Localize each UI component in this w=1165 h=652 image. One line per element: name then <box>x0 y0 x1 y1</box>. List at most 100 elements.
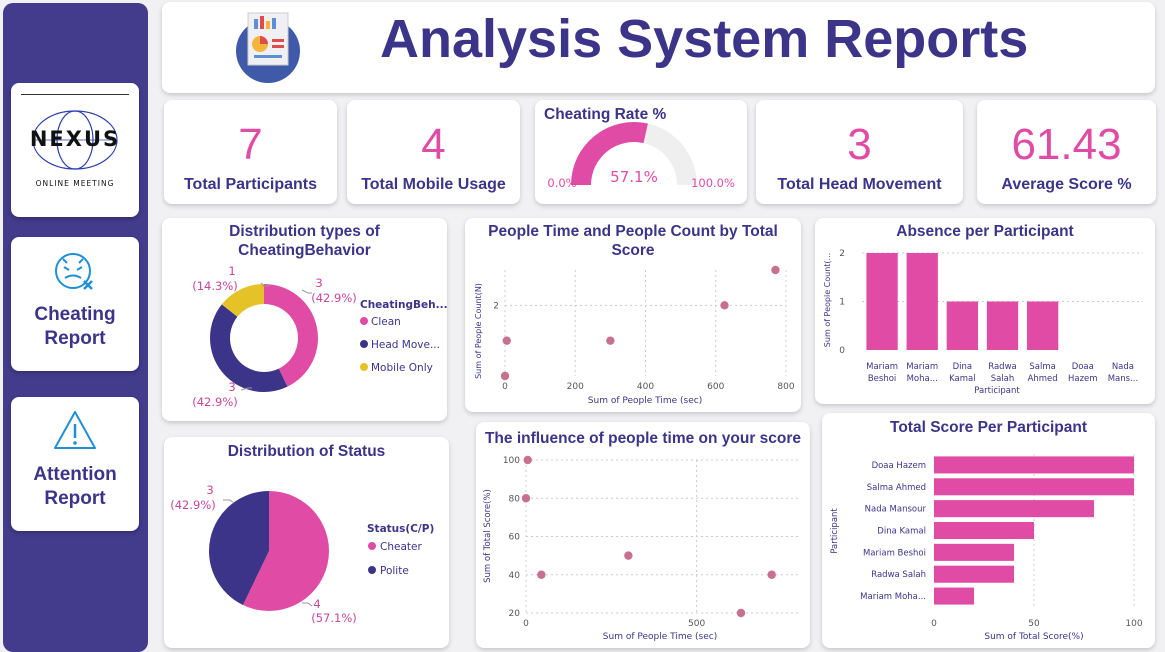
scatter-point <box>537 570 546 579</box>
kpi-value: 7 <box>238 120 263 169</box>
gauge-min-label: 0.0% <box>547 176 576 190</box>
scatter-point <box>720 301 729 310</box>
kpi-label: Total Participants <box>183 176 318 193</box>
gauge-title: Cheating Rate % <box>544 106 667 123</box>
scatter-point <box>624 551 633 560</box>
header: Analysis System Reports <box>162 2 1155 93</box>
x-tick-label: Nada <box>1112 362 1134 372</box>
bar <box>946 301 979 350</box>
logo-word: NEXUS <box>29 127 121 151</box>
bar <box>934 521 1034 540</box>
total-score-bar-chart: Total Score Per Participant Sum of Total… <box>822 413 1155 648</box>
y-tick-label: 40 <box>509 571 521 581</box>
slice-pct: (42.9%) <box>170 498 216 512</box>
chart-title-line-2: Score <box>611 242 655 259</box>
slice-label: 4 <box>313 597 320 611</box>
slice-cheater <box>242 491 329 611</box>
bar <box>1026 301 1059 350</box>
time-count-scatter-chart: People Time and People Count by Total Sc… <box>465 218 801 412</box>
kpi-value: 3 <box>847 120 872 169</box>
y-tick-label: 0 <box>839 346 845 356</box>
x-tick-label: 600 <box>707 382 724 392</box>
x-tick-label: 500 <box>688 619 705 629</box>
y-tick-label: Dina Kamal <box>877 527 926 537</box>
report-document-icon <box>236 12 300 83</box>
legend-title: Status(C/P) <box>367 523 434 535</box>
logo-subtitle: ONLINE MEETING <box>35 179 115 188</box>
scatter-point <box>502 336 511 345</box>
x-tick-label: Hazem <box>1068 374 1098 384</box>
x-tick-label: Beshoi <box>868 374 896 384</box>
bar <box>934 500 1094 518</box>
kpi-average-score: 61.43 Average Score % <box>977 100 1156 204</box>
x-tick-label: Mariam <box>906 362 938 372</box>
scatter-plot: Sum of People Time (sec) Sum of People C… <box>474 265 795 406</box>
leader-line <box>302 602 313 607</box>
scatter-plot: Sum of People Time (sec) Sum of Total Sc… <box>483 455 799 642</box>
x-tick-label: Salma <box>1029 362 1055 372</box>
chart-title-line-2: CheatingBehavior <box>238 242 371 259</box>
kpi-value: 61.43 <box>1011 120 1122 169</box>
nav-attention-label-1: Attention <box>33 464 117 485</box>
x-tick-label: Mariam <box>866 362 898 372</box>
chart-title: The influence of people time on your sco… <box>484 430 802 447</box>
legend-title: CheatingBeh... <box>360 299 447 311</box>
y-tick-label: Nada Mansour <box>865 505 927 515</box>
y-tick-label: Mariam Beshoi <box>863 548 926 558</box>
kpi-label: Average Score % <box>1001 176 1132 193</box>
slice-mobile-only <box>221 284 264 317</box>
x-tick-label: 0 <box>502 382 508 392</box>
time-score-scatter-chart: The influence of people time on your sco… <box>476 422 810 648</box>
x-tick-label: 800 <box>777 382 794 392</box>
gauge-fill <box>571 122 648 185</box>
kpi-total-head-movement: 3 Total Head Movement <box>756 100 963 204</box>
x-tick-label: Dina <box>953 362 973 372</box>
x-tick-label: Kamal <box>949 374 975 384</box>
x-axis-title: Participant <box>974 386 1020 396</box>
legend-item: Mobile Only <box>371 362 433 374</box>
x-axis-title: Sum of People Time (sec) <box>603 632 717 642</box>
leader-line <box>223 499 235 504</box>
y-axis-title: Sum of People Count(... <box>823 253 832 347</box>
scatter-point <box>523 455 532 465</box>
chart-title-line-1: People Time and People Count by Total <box>488 223 778 240</box>
x-tick-label: 0 <box>523 619 529 629</box>
leader-line <box>240 387 252 391</box>
warning-triangle-icon <box>54 411 96 449</box>
y-tick-label: 1 <box>839 298 845 308</box>
slice-label: 1 <box>228 264 235 278</box>
nav-attention-report[interactable]: Attention Report <box>11 397 139 531</box>
slice-head-move- <box>210 304 288 392</box>
chart-title: Distribution types of CheatingBehavior <box>162 222 447 260</box>
legend-item: Cheater <box>380 541 422 553</box>
x-tick-label: Ahmed <box>1028 374 1058 384</box>
y-axis-title: Sum of Total Score(%) <box>483 489 493 583</box>
sidebar: NEXUS ONLINE MEETING Cheating Report Att… <box>3 3 148 652</box>
chart-title-line-1: Distribution types of <box>229 223 380 240</box>
scatter-point <box>606 336 615 345</box>
bar <box>866 253 898 350</box>
y-axis-title: Participant <box>830 508 840 554</box>
scatter-point <box>771 265 780 275</box>
bar-chart: Participant Sum of People Count(... 0 1 2 M… <box>823 249 1143 396</box>
nav-attention-label-2: Report <box>44 488 106 509</box>
slice-pct: (14.3%) <box>192 279 238 293</box>
chart-title: Distribution of Status <box>227 443 386 460</box>
x-tick-label: Doaa <box>1072 362 1094 372</box>
y-tick-label: 80 <box>509 494 521 504</box>
absence-bar-chart: Absence per Participant Participant Sum … <box>815 218 1155 404</box>
y-tick-label: 2 <box>839 249 845 259</box>
y-tick-label: Doaa Hazem <box>872 461 926 471</box>
kpi-value: 4 <box>421 120 446 169</box>
scatter-point <box>500 371 510 381</box>
gauge-value-label: 57.1% <box>610 168 658 186</box>
nav-cheating-label-2: Report <box>44 328 106 349</box>
slice-clean <box>264 284 318 387</box>
x-tick-label: 400 <box>637 382 654 392</box>
bar <box>934 478 1134 496</box>
nav-cheating-report[interactable]: Cheating Report <box>11 237 139 371</box>
scatter-point <box>521 494 531 503</box>
legend-item: Clean <box>371 316 401 328</box>
leader-line <box>301 289 312 294</box>
gauge-max-label: 100.0% <box>691 176 735 190</box>
